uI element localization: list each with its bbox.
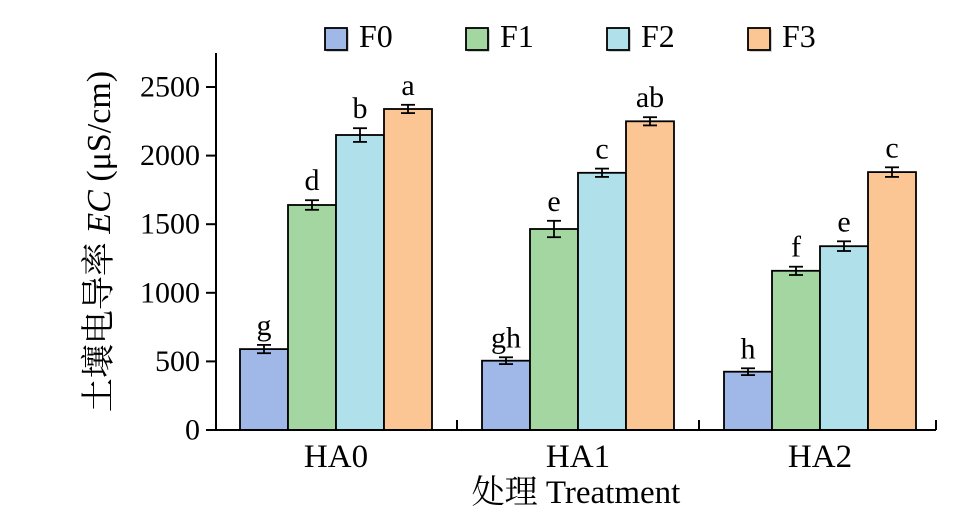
svg-text:HA2: HA2 [788,439,852,475]
svg-text:ab: ab [636,81,664,114]
svg-text:h: h [741,332,756,365]
svg-text:1500: 1500 [140,208,200,241]
svg-text:HA0: HA0 [304,439,368,475]
svg-text:土壤电导率 EC (μS/cm): 土壤电导率 EC (μS/cm) [80,71,118,412]
svg-text:F1: F1 [500,18,534,54]
svg-text:HA1: HA1 [546,439,610,475]
svg-text:gh: gh [491,321,521,354]
svg-text:500: 500 [155,345,200,378]
svg-text:a: a [401,69,414,102]
svg-text:F3: F3 [782,18,816,54]
svg-text:c: c [595,133,608,166]
svg-text:c: c [885,131,898,164]
svg-text:e: e [547,185,560,218]
svg-text:f: f [791,231,801,264]
svg-text:b: b [353,92,368,125]
svg-text:F0: F0 [359,18,393,54]
svg-text:g: g [257,309,272,342]
svg-text:2500: 2500 [140,71,200,104]
svg-text:2000: 2000 [140,139,200,172]
svg-text:1000: 1000 [140,276,200,309]
svg-text:e: e [837,205,850,238]
svg-text:0: 0 [185,414,200,447]
svg-text:d: d [305,164,320,197]
svg-text:处理 Treatment: 处理 Treatment [472,474,681,511]
svg-text:F2: F2 [641,18,675,54]
